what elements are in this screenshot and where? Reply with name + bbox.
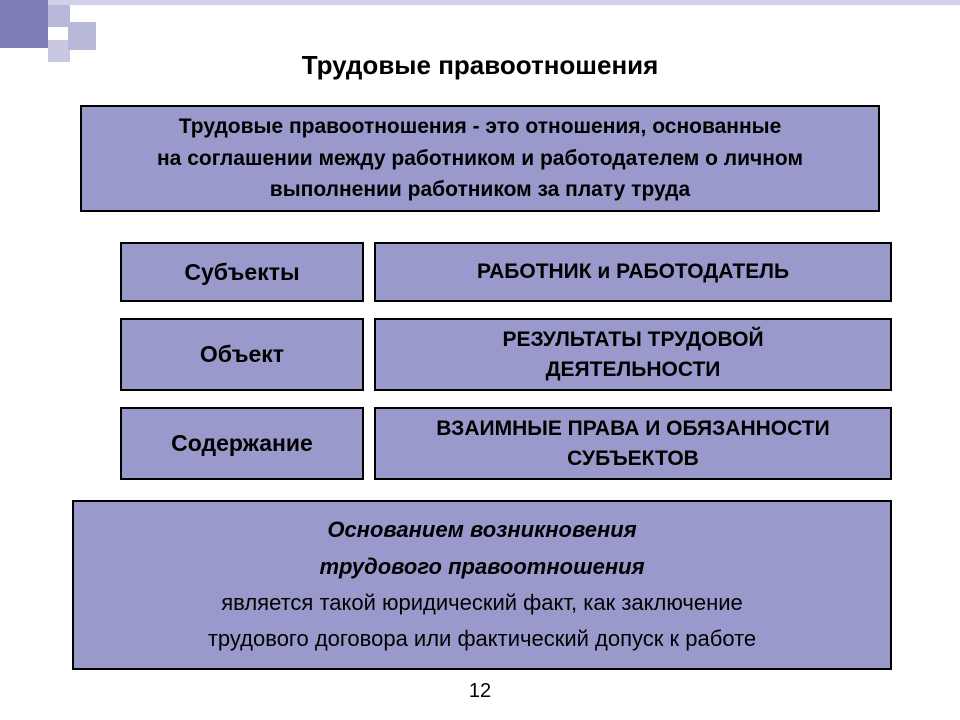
footer-line-1: Основанием возникновения [327, 512, 636, 548]
row-subjects: Субъекты РАБОТНИК и РАБОТОДАТЕЛЬ [80, 242, 892, 302]
definition-box: Трудовые правоотношения - это отношения,… [80, 105, 880, 212]
content-content-box: ВЗАИМНЫЕ ПРАВА И ОБЯЗАННОСТИ СУБЪЕКТОВ [374, 407, 892, 480]
object-label-box: Объект [120, 318, 364, 391]
definition-line-1: Трудовые правоотношения - это отношения,… [179, 111, 782, 143]
row-object: Объект РЕЗУЛЬТАТЫ ТРУДОВОЙ ДЕЯТЕЛЬНОСТИ [80, 318, 892, 391]
top-accent-bar [48, 0, 960, 5]
subjects-content: РАБОТНИК и РАБОТОДАТЕЛЬ [477, 257, 789, 286]
page-title: Трудовые правоотношения [0, 50, 960, 81]
footer-line-3: является такой юридический факт, как зак… [221, 585, 743, 621]
row-content: Содержание ВЗАИМНЫЕ ПРАВА И ОБЯЗАННОСТИ … [80, 407, 892, 480]
definition-line-2: на соглашении между работником и работод… [157, 143, 803, 175]
object-content-line-2: ДЕЯТЕЛЬНОСТИ [546, 355, 721, 384]
content-label-box: Содержание [120, 407, 364, 480]
subjects-label-box: Субъекты [120, 242, 364, 302]
subjects-content-box: РАБОТНИК и РАБОТОДАТЕЛЬ [374, 242, 892, 302]
footer-line-4: трудового договора или фактический допус… [208, 621, 756, 657]
footer-line-2: трудового правоотношения [319, 549, 644, 585]
content-content-line-2: СУБЪЕКТОВ [567, 444, 699, 473]
footer-box: Основанием возникновения трудового право… [72, 500, 892, 670]
deco-square-small-3 [68, 22, 96, 50]
content-content-line-1: ВЗАИМНЫЕ ПРАВА И ОБЯЗАННОСТИ [436, 414, 829, 443]
definition-line-3: выполнении работником за плату труда [270, 174, 690, 206]
deco-square-small-1 [48, 5, 70, 27]
page-number: 12 [0, 680, 960, 703]
object-content-line-1: РЕЗУЛЬТАТЫ ТРУДОВОЙ [502, 325, 763, 354]
object-content-box: РЕЗУЛЬТАТЫ ТРУДОВОЙ ДЕЯТЕЛЬНОСТИ [374, 318, 892, 391]
deco-square-large [0, 0, 48, 48]
